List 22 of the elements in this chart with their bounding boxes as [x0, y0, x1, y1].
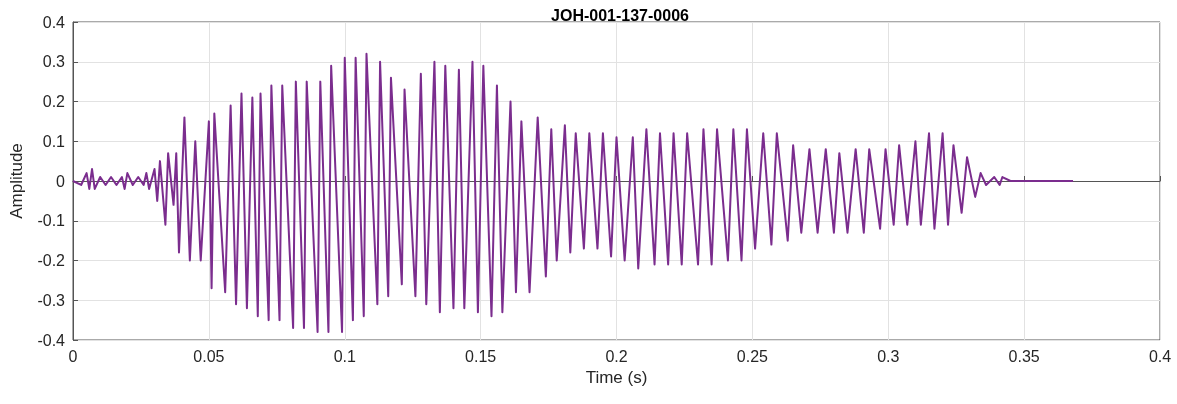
x-tick-label: 0.35: [1008, 347, 1040, 365]
x-tick-label: 0.4: [1148, 347, 1172, 365]
y-tick-label: -0.3: [37, 291, 66, 309]
y-axis-title: Amplitude: [7, 143, 26, 219]
y-tick-label: 0.2: [42, 93, 66, 110]
y-tick-label: -0.2: [37, 252, 66, 269]
y-tick-label: 0: [56, 172, 66, 190]
x-tick-label: 0.1: [333, 347, 356, 365]
x-tick-label: 0: [68, 347, 78, 365]
y-tick-label: -0.4: [37, 331, 66, 349]
x-tick-label: 0.05: [193, 347, 225, 365]
x-tick-label: 0.25: [736, 347, 769, 365]
x-axis-title: Time (s): [585, 367, 648, 387]
x-tick-label: 0.15: [465, 347, 497, 365]
x-tick-label: 0.2: [605, 347, 628, 365]
y-tick-label: 0.3: [42, 53, 66, 71]
line-series: [72, 52, 1075, 334]
x-tick-label: 0.3: [877, 347, 900, 365]
chart-title: JOH-001-137-0006: [551, 6, 690, 24]
y-tick-label: 0.1: [42, 132, 66, 150]
y-tick-label: 0.4: [42, 13, 66, 31]
y-tick-label: -0.1: [37, 212, 66, 230]
